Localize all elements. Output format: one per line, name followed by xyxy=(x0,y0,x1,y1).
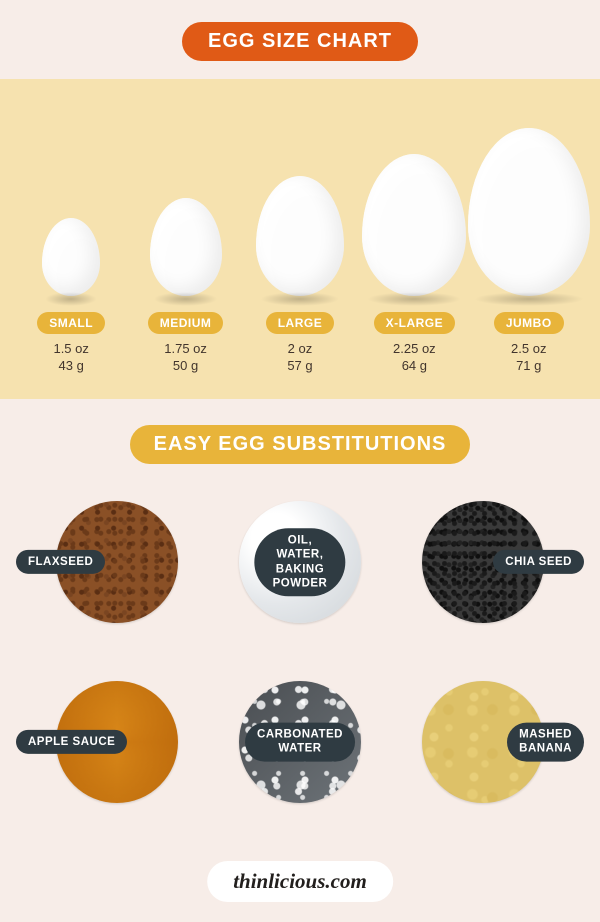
egg-size-label: LARGE xyxy=(266,312,335,334)
egg-weight-g: 57 g xyxy=(287,357,312,375)
substitution-label: MASHED BANANA xyxy=(507,723,584,762)
substitution-item: CARBONATED WATER xyxy=(209,672,392,812)
egg-weights: 1.5 oz43 g xyxy=(53,340,88,375)
egg-weights: 2 oz57 g xyxy=(287,340,312,375)
substitution-item: CHIA SEED xyxy=(391,492,574,632)
substitution-label: CARBONATED WATER xyxy=(245,723,355,762)
egg-weights: 2.25 oz64 g xyxy=(393,340,436,375)
substitution-item: FLAXSEED xyxy=(26,492,209,632)
chart-title: EGG SIZE CHART xyxy=(182,22,418,61)
substitution-item: OIL, WATER, BAKING POWDER xyxy=(209,492,392,632)
substitution-label: CHIA SEED xyxy=(493,550,584,574)
egg-size-stage: SMALL 1.5 oz43 g MEDIUM 1.75 oz50 g LARGE 2 o… xyxy=(0,79,600,399)
egg-col-medium: MEDIUM 1.75 oz50 g xyxy=(132,198,240,375)
egg-weight-g: 71 g xyxy=(511,357,546,375)
substitution-label: APPLE SAUCE xyxy=(16,730,127,754)
egg-weight-g: 43 g xyxy=(53,357,88,375)
egg-weights: 1.75 oz50 g xyxy=(164,340,207,375)
egg-weight-oz: 2.5 oz xyxy=(511,340,546,358)
egg-icon xyxy=(468,128,590,296)
substitutions-grid: FLAXSEED OIL, WATER, BAKING POWDER CHIA SE… xyxy=(0,492,600,812)
substitution-label: FLAXSEED xyxy=(16,550,105,574)
egg-col-large: LARGE 2 oz57 g xyxy=(246,176,354,375)
substitutions-title: EASY EGG SUBSTITUTIONS xyxy=(130,425,471,464)
egg-weight-g: 64 g xyxy=(393,357,436,375)
egg-col-small: SMALL 1.5 oz43 g xyxy=(17,218,125,375)
egg-size-label: MEDIUM xyxy=(148,312,224,334)
egg-icon xyxy=(362,154,466,296)
egg-weight-oz: 1.5 oz xyxy=(53,340,88,358)
egg-icon xyxy=(150,198,222,296)
egg-weight-oz: 1.75 oz xyxy=(164,340,207,358)
egg-size-label: JUMBO xyxy=(494,312,564,334)
substitution-label: OIL, WATER, BAKING POWDER xyxy=(254,528,345,596)
footer-brand: thinlicious.com xyxy=(207,861,393,902)
egg-weights: 2.5 oz71 g xyxy=(511,340,546,375)
egg-weight-oz: 2.25 oz xyxy=(393,340,436,358)
egg-icon xyxy=(42,218,100,296)
substitution-item: MASHED BANANA xyxy=(391,672,574,812)
egg-col-x-large: X-LARGE 2.25 oz64 g xyxy=(360,154,468,375)
egg-size-label: SMALL xyxy=(37,312,105,334)
egg-icon xyxy=(256,176,344,296)
egg-weight-g: 50 g xyxy=(164,357,207,375)
egg-weight-oz: 2 oz xyxy=(287,340,312,358)
egg-size-label: X-LARGE xyxy=(374,312,456,334)
substitution-item: APPLE SAUCE xyxy=(26,672,209,812)
egg-col-jumbo: JUMBO 2.5 oz71 g xyxy=(475,128,583,375)
